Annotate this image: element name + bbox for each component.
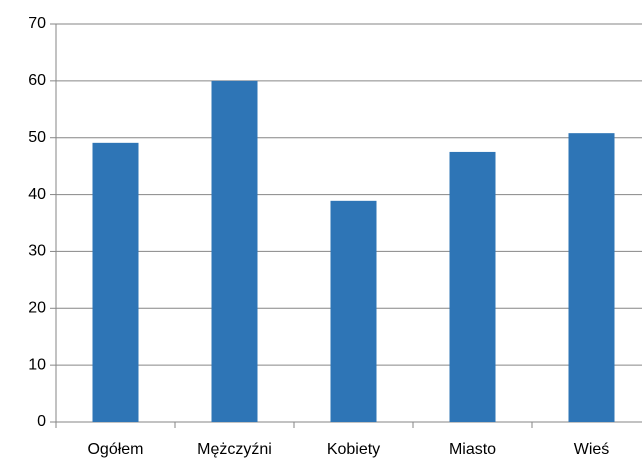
y-tick-label: 70 [28, 15, 46, 32]
x-tick-label: Wieś [574, 441, 610, 458]
x-tick-label: Ogółem [87, 441, 143, 458]
y-tick-label: 30 [28, 243, 46, 260]
x-tick-label: Mężczyźni [197, 441, 272, 458]
bar [211, 80, 258, 422]
y-tick-label: 0 [37, 413, 46, 430]
bar [330, 200, 377, 422]
y-tick-label: 50 [28, 129, 46, 146]
y-tick-label: 10 [28, 356, 46, 373]
bar [449, 151, 496, 422]
y-tick-label: 20 [28, 300, 46, 317]
y-tick-label: 40 [28, 186, 46, 203]
x-tick-label: Kobiety [327, 441, 380, 458]
bar [92, 142, 139, 422]
y-tick-label: 60 [28, 72, 46, 89]
bar [568, 133, 615, 422]
x-tick-label: Miasto [449, 441, 496, 458]
